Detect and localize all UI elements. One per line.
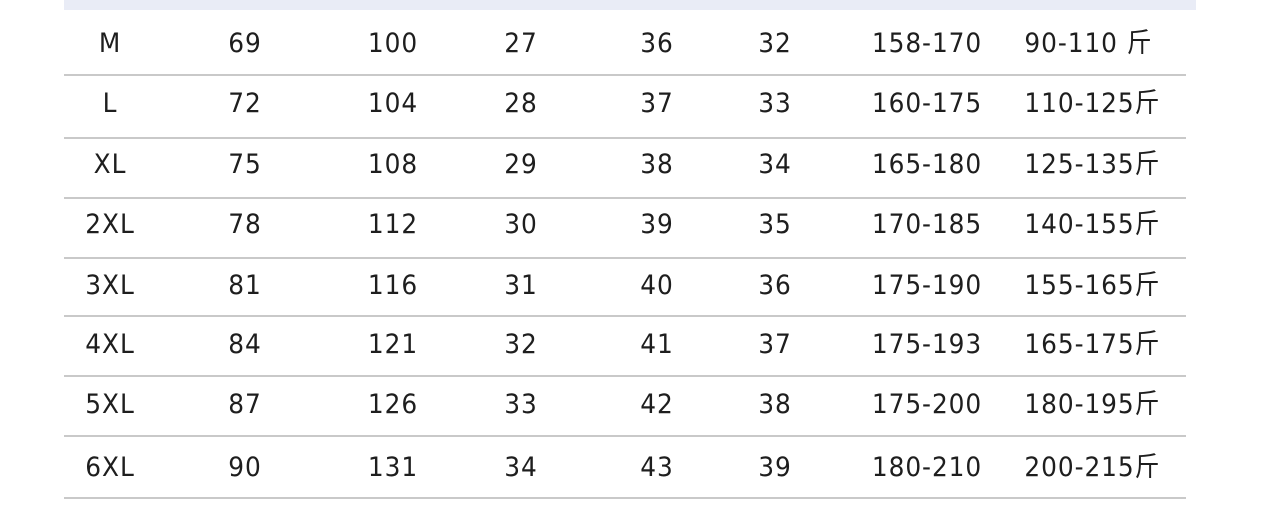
table-cell: 33 <box>504 389 538 420</box>
table-cell: 36 <box>758 270 792 301</box>
table-cell: 175-200 <box>871 389 983 420</box>
table-cell: 121 <box>367 329 419 360</box>
row-divider <box>64 137 1186 139</box>
table-cell: 31 <box>504 270 538 301</box>
table-cell: 131 <box>367 452 419 483</box>
table-cell: 170-185 <box>871 209 983 240</box>
table-cell: 78 <box>228 209 262 240</box>
table-cell: 32 <box>758 28 792 59</box>
table-cell: 40 <box>640 270 674 301</box>
table-cell: 5XL <box>85 389 135 420</box>
table-row: L 72 104 28 37 33 160-175 110-125斤 <box>0 84 1280 124</box>
table-cell: 38 <box>640 149 674 180</box>
table-cell: 100 <box>367 28 419 59</box>
table-cell: 39 <box>758 452 792 483</box>
table-cell: 140-155斤 <box>1024 209 1161 240</box>
table-row: 5XL 87 126 33 42 38 175-200 180-195斤 <box>0 385 1280 425</box>
table-cell: 37 <box>640 88 674 119</box>
table-cell: 29 <box>504 149 538 180</box>
header-band <box>64 0 1196 10</box>
table-cell: 75 <box>228 149 262 180</box>
table-cell: 35 <box>758 209 792 240</box>
table-cell: 84 <box>228 329 262 360</box>
table-cell: 39 <box>640 209 674 240</box>
table-cell: 30 <box>504 209 538 240</box>
table-row: XL 75 108 29 38 34 165-180 125-135斤 <box>0 145 1280 185</box>
table-cell: 180-195斤 <box>1024 389 1161 420</box>
row-divider <box>64 497 1186 499</box>
row-divider <box>64 197 1186 199</box>
table-cell: 72 <box>228 88 262 119</box>
table-cell: 165-175斤 <box>1024 329 1161 360</box>
table-cell: 90-110 斤 <box>1024 28 1153 59</box>
table-cell: 87 <box>228 389 262 420</box>
table-cell: 32 <box>504 329 538 360</box>
table-cell: 42 <box>640 389 674 420</box>
table-cell: 104 <box>367 88 419 119</box>
table-cell: 28 <box>504 88 538 119</box>
row-divider <box>64 375 1186 377</box>
table-cell: 27 <box>504 28 538 59</box>
table-cell: 69 <box>228 28 262 59</box>
table-cell: 33 <box>758 88 792 119</box>
table-row: 2XL 78 112 30 39 35 170-185 140-155斤 <box>0 205 1280 245</box>
table-cell: 4XL <box>85 329 135 360</box>
table-cell: 165-180 <box>871 149 983 180</box>
table-cell: 43 <box>640 452 674 483</box>
table-cell: 108 <box>367 149 419 180</box>
table-row: 3XL 81 116 31 40 36 175-190 155-165斤 <box>0 266 1280 306</box>
table-cell: 3XL <box>85 270 135 301</box>
table-cell: 41 <box>640 329 674 360</box>
row-divider <box>64 257 1186 259</box>
table-cell: 175-190 <box>871 270 983 301</box>
table-cell: 2XL <box>85 209 135 240</box>
table-cell: 116 <box>367 270 419 301</box>
table-cell: 34 <box>504 452 538 483</box>
table-cell: 158-170 <box>871 28 983 59</box>
table-cell: 36 <box>640 28 674 59</box>
table-cell: 6XL <box>85 452 135 483</box>
table-cell: 155-165斤 <box>1024 270 1161 301</box>
table-cell: 125-135斤 <box>1024 149 1161 180</box>
table-cell: 38 <box>758 389 792 420</box>
table-cell: 81 <box>228 270 262 301</box>
table-cell: 180-210 <box>871 452 983 483</box>
table-cell: 110-125斤 <box>1024 88 1161 119</box>
table-row: 4XL 84 121 32 41 37 175-193 165-175斤 <box>0 325 1280 365</box>
row-divider <box>64 315 1186 317</box>
table-cell: L <box>102 88 118 119</box>
table-cell: 112 <box>367 209 419 240</box>
table-cell: M <box>98 28 122 59</box>
table-cell: 37 <box>758 329 792 360</box>
row-divider <box>64 74 1186 76</box>
table-row: 6XL 90 131 34 43 39 180-210 200-215斤 <box>0 448 1280 488</box>
table-cell: 160-175 <box>871 88 983 119</box>
table-cell: 34 <box>758 149 792 180</box>
table-cell: XL <box>93 149 127 180</box>
row-divider <box>64 435 1186 437</box>
table-cell: 175-193 <box>871 329 983 360</box>
table-cell: 90 <box>228 452 262 483</box>
table-row: M 69 100 27 36 32 158-170 90-110 斤 <box>0 24 1280 64</box>
table-cell: 200-215斤 <box>1024 452 1161 483</box>
table-cell: 126 <box>367 389 419 420</box>
